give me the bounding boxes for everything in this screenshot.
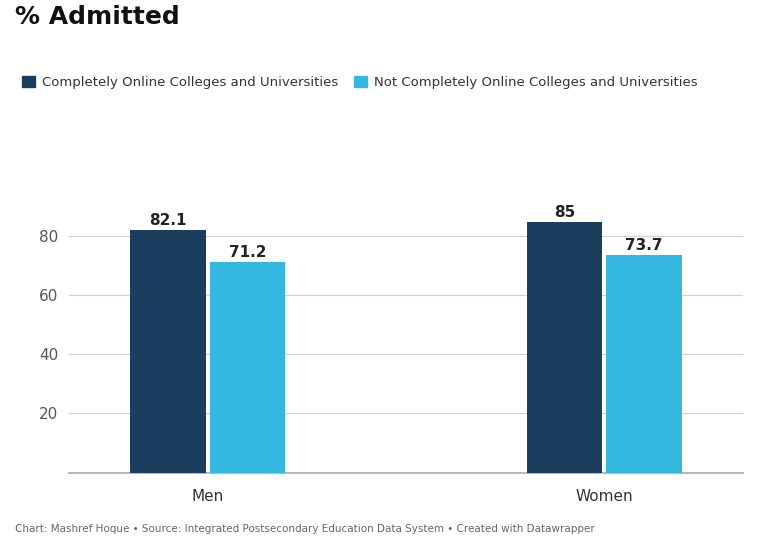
Text: % Admitted: % Admitted [15,5,180,30]
Text: 85: 85 [554,205,575,220]
Text: 82.1: 82.1 [149,213,187,228]
Text: 73.7: 73.7 [625,238,663,253]
Bar [527,221,602,473]
Bar [210,262,285,473]
Text: 71.2: 71.2 [228,245,266,260]
Text: Chart: Mashref Hoque • Source: Integrated Postsecondary Education Data System • : Chart: Mashref Hoque • Source: Integrate… [15,524,595,534]
Bar [130,230,206,473]
Legend: Completely Online Colleges and Universities, Not Completely Online Colleges and : Completely Online Colleges and Universit… [22,76,697,90]
Bar [606,255,682,473]
